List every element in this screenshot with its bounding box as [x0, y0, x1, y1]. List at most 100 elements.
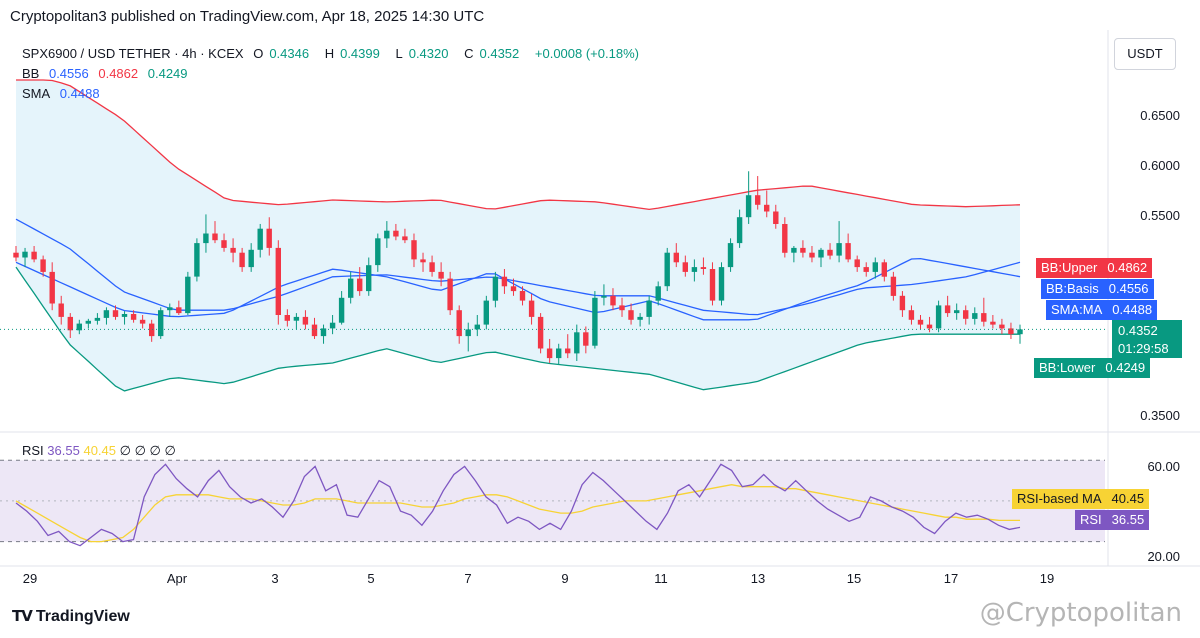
- candle-body: [583, 332, 589, 346]
- rsi-tag-label: RSI: [1075, 510, 1107, 530]
- candle-body: [809, 252, 815, 258]
- candle-body: [764, 204, 770, 212]
- candle-body: [845, 243, 851, 260]
- candle-body: [465, 329, 471, 337]
- sma-label[interactable]: SMA: [22, 86, 51, 101]
- bb-band-fill: [16, 80, 1020, 391]
- candle-body: [13, 252, 19, 258]
- published-caption: Cryptopolitan3 published on TradingView.…: [10, 8, 485, 25]
- candle-body: [917, 319, 924, 325]
- candle-body: [194, 243, 200, 277]
- candle-body: [31, 251, 37, 260]
- open-label: O: [253, 46, 264, 61]
- candle-body: [565, 348, 571, 354]
- rsi-label[interactable]: RSI: [22, 443, 44, 458]
- candle-body: [22, 251, 28, 258]
- candle-body: [990, 321, 996, 325]
- candle-body: [682, 262, 688, 272]
- currency-button[interactable]: USDT: [1114, 38, 1176, 70]
- candle-body: [556, 348, 562, 359]
- candle-body: [221, 240, 227, 248]
- x-tick-label: 7: [464, 571, 472, 586]
- rsi-value: 36.55: [47, 443, 80, 458]
- candle-body: [510, 286, 517, 292]
- candle-body: [528, 300, 535, 317]
- bb-lower-line: [15, 266, 1020, 392]
- candle-body: [492, 276, 499, 301]
- candle-body: [375, 238, 381, 266]
- candle-body: [266, 228, 272, 248]
- candle-body: [248, 249, 254, 268]
- tradingview-logo-text: TradingView: [35, 608, 130, 625]
- x-tick-label: 29: [22, 571, 38, 586]
- candle-body: [610, 295, 616, 306]
- candle-body: [329, 322, 336, 329]
- x-tick-label: 17: [943, 571, 959, 586]
- y-tick-label: 0.6000: [1140, 158, 1180, 173]
- candle-body: [999, 324, 1005, 329]
- candle-body: [257, 228, 263, 250]
- y-tick-label: 0.5500: [1140, 208, 1180, 223]
- candle-body: [592, 297, 598, 346]
- candle-body: [284, 315, 290, 321]
- candle-body: [755, 195, 761, 205]
- bb-lower-tag-value: 0.4249: [1100, 358, 1151, 378]
- candle-body: [501, 276, 508, 287]
- candle-body: [121, 314, 128, 317]
- bb-label[interactable]: BB: [22, 66, 40, 81]
- bar-countdown: 01:29:58: [1118, 341, 1169, 356]
- candle-body: [745, 195, 752, 218]
- bb-lower-value: 0.4249: [147, 66, 188, 81]
- low-label: L: [395, 46, 403, 61]
- low-value: 0.4320: [408, 46, 449, 61]
- candle-body: [954, 310, 960, 314]
- candle-body: [519, 291, 526, 301]
- candle-body: [149, 323, 155, 337]
- candle-body: [782, 224, 788, 253]
- candle-body: [574, 332, 580, 354]
- candle-body: [601, 295, 607, 298]
- candle-body: [176, 307, 182, 314]
- rsi-ma-tag: RSI-based MA 40.45: [1012, 489, 1150, 509]
- candle-body: [827, 249, 833, 256]
- x-tick-label: 5: [367, 571, 375, 586]
- sma-value: 0.4488: [59, 86, 100, 101]
- rsi-y-tick-label: 60.00: [1147, 459, 1180, 474]
- candle-body: [637, 316, 643, 320]
- candle-body: [736, 217, 743, 244]
- candle-body: [700, 267, 707, 269]
- candle-body: [302, 316, 309, 325]
- candle-body: [655, 286, 661, 301]
- candle-body: [112, 310, 119, 317]
- candle-body: [103, 310, 110, 318]
- x-tick-label: Apr: [166, 571, 188, 586]
- candle-body: [791, 247, 797, 253]
- rsi-ma-tag-label: RSI-based MA: [1012, 489, 1107, 509]
- open-value: 0.4346: [269, 46, 310, 61]
- x-tick-label: 9: [561, 571, 569, 586]
- symbol-title[interactable]: SPX6900 / USD TETHER · 4h · KCEX: [22, 46, 244, 61]
- candle-body: [203, 233, 209, 244]
- rsi-tag-value: 36.55: [1106, 510, 1150, 530]
- candle-body: [863, 267, 869, 272]
- bb-basis-line: [15, 218, 1021, 316]
- candle-body: [411, 240, 417, 260]
- candle-body: [40, 259, 46, 272]
- candle-body: [456, 310, 462, 337]
- candle-body: [384, 230, 390, 239]
- candle-body: [818, 249, 824, 258]
- candle-body: [402, 236, 408, 241]
- tradingview-logo[interactable]: 𝗧𝗩 TradingView: [12, 607, 130, 626]
- sma-tag-label: SMA:MA: [1046, 300, 1108, 320]
- rsi-ma-value: 40.45: [83, 443, 117, 458]
- x-tick-label: 19: [1039, 571, 1055, 586]
- bb-basis-tag-value: 0.4556: [1103, 279, 1154, 299]
- bb-upper-value: 0.4862: [98, 66, 139, 81]
- candle-body: [709, 269, 716, 301]
- candle-body: [546, 348, 553, 359]
- last-price-value: 0.4352: [1118, 323, 1158, 338]
- last-price-tag: 0.4352 01:29:58: [1112, 320, 1182, 358]
- candle-body: [872, 262, 878, 272]
- candle-body: [76, 323, 82, 331]
